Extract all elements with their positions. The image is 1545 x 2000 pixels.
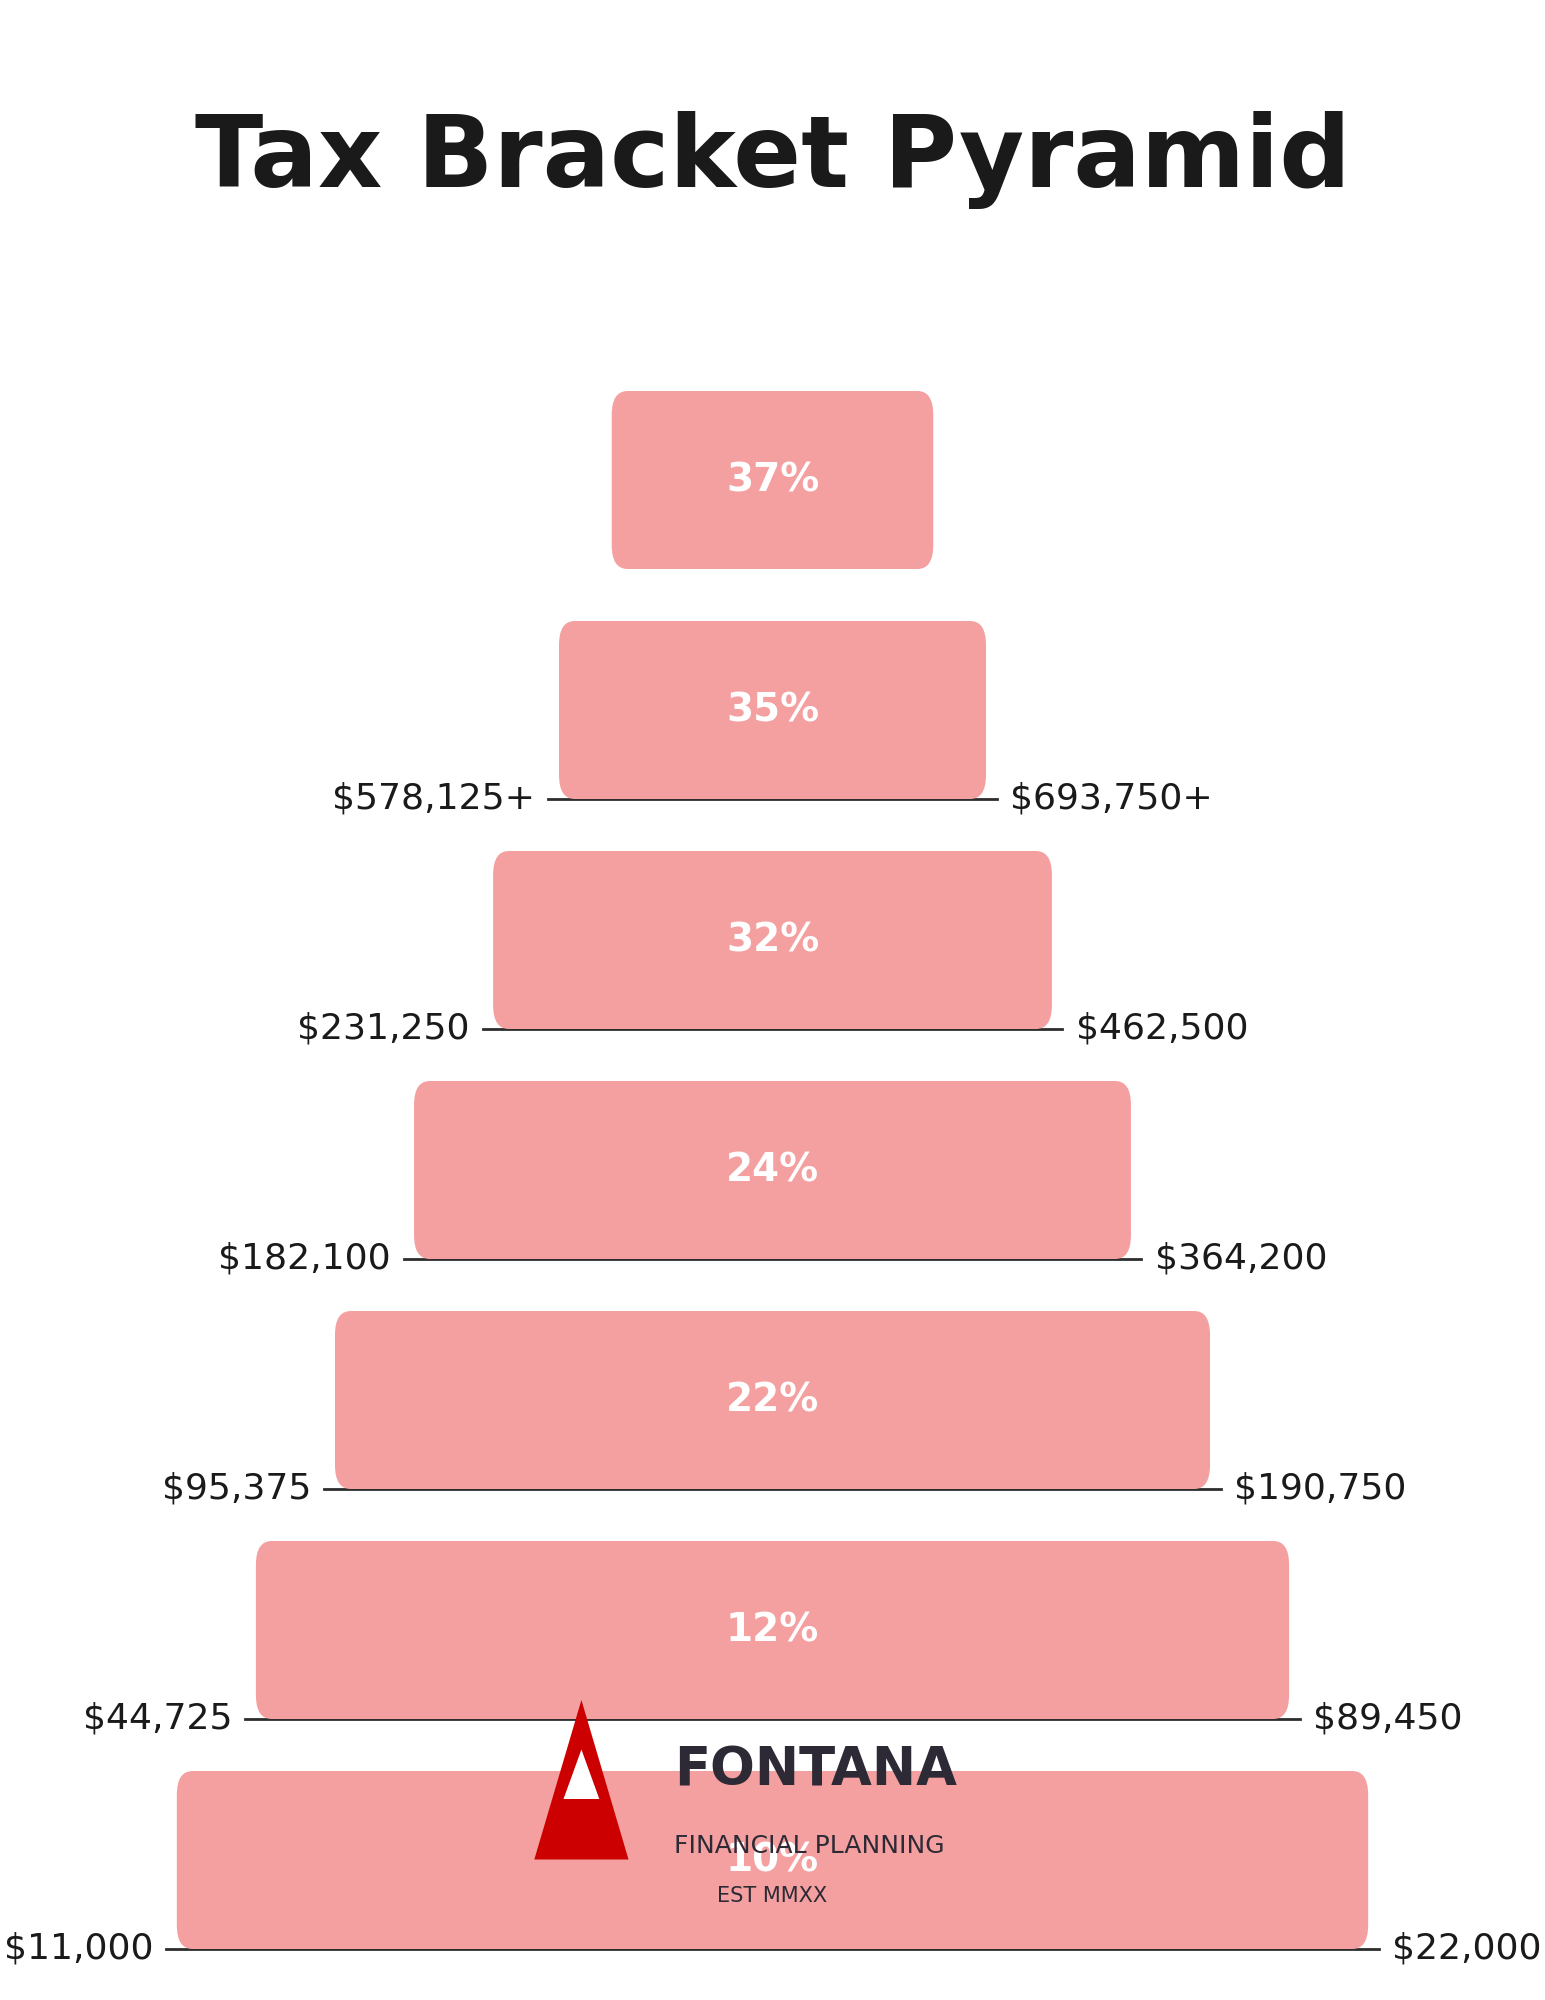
- Text: $693,750+: $693,750+: [1010, 782, 1213, 816]
- FancyBboxPatch shape: [335, 1312, 1210, 1488]
- FancyBboxPatch shape: [559, 620, 986, 798]
- Text: 24%: 24%: [726, 1152, 819, 1188]
- Text: $22,000: $22,000: [1392, 1932, 1542, 1966]
- Text: $182,100: $182,100: [218, 1242, 391, 1276]
- Text: 32%: 32%: [726, 920, 819, 960]
- FancyBboxPatch shape: [176, 1772, 1369, 1948]
- Text: $462,500: $462,500: [1075, 1012, 1248, 1046]
- Text: $578,125+: $578,125+: [332, 782, 535, 816]
- Text: FINANCIAL PLANNING: FINANCIAL PLANNING: [674, 1834, 944, 1858]
- Text: $190,750: $190,750: [1234, 1472, 1406, 1506]
- Text: $44,725: $44,725: [83, 1702, 232, 1736]
- Text: $95,375: $95,375: [162, 1472, 311, 1506]
- Text: 22%: 22%: [726, 1380, 819, 1420]
- Text: 12%: 12%: [726, 1612, 819, 1648]
- Text: $89,450: $89,450: [1313, 1702, 1462, 1736]
- Text: Tax Bracket Pyramid: Tax Bracket Pyramid: [195, 110, 1350, 208]
- Polygon shape: [535, 1700, 629, 1860]
- Text: FONTANA: FONTANA: [674, 1744, 956, 1796]
- Text: 35%: 35%: [726, 692, 819, 728]
- Text: 10%: 10%: [726, 1842, 819, 1880]
- FancyBboxPatch shape: [493, 852, 1052, 1028]
- FancyBboxPatch shape: [256, 1542, 1289, 1720]
- FancyBboxPatch shape: [612, 392, 933, 568]
- Polygon shape: [564, 1750, 599, 1800]
- Text: $231,250: $231,250: [297, 1012, 470, 1046]
- Text: $11,000: $11,000: [3, 1932, 153, 1966]
- Text: EST MMXX: EST MMXX: [717, 1886, 828, 1906]
- FancyBboxPatch shape: [414, 1082, 1131, 1260]
- Text: $364,200: $364,200: [1154, 1242, 1327, 1276]
- Text: 37%: 37%: [726, 462, 819, 498]
